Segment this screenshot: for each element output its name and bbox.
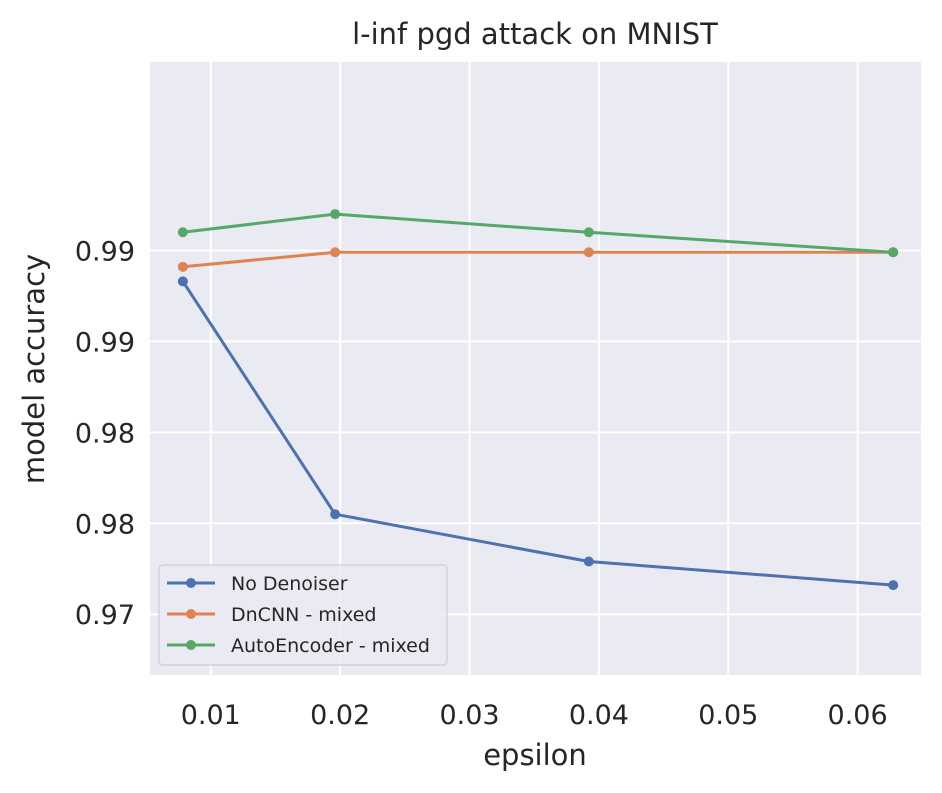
- chart-title: l-inf pgd attack on MNIST: [352, 17, 718, 51]
- legend-swatch-marker: [186, 640, 196, 650]
- legend-swatch-marker: [186, 609, 196, 619]
- data-point: [583, 247, 594, 258]
- y-tick-label: 0.97: [75, 600, 135, 631]
- y-tick-label: 0.98: [75, 509, 135, 540]
- legend-swatch-marker: [186, 578, 196, 588]
- data-point: [888, 580, 899, 591]
- data-point: [888, 247, 899, 258]
- series-line-2: [182, 212, 894, 254]
- data-point: [177, 261, 188, 272]
- y-tick-labels: 0.97 0.98 0.98 0.99 0.99: [75, 236, 135, 631]
- x-tick-label: 0.01: [181, 700, 241, 731]
- x-tick-label: 0.02: [310, 700, 370, 731]
- y-tick-label: 0.99: [75, 327, 135, 358]
- x-tick-label: 0.04: [569, 700, 629, 731]
- legend-label: No Denoiser: [231, 573, 348, 595]
- data-point: [330, 247, 341, 258]
- legend-label: DnCNN - mixed: [231, 604, 377, 626]
- grid: [150, 62, 921, 675]
- legend-box: [158, 564, 448, 666]
- x-tick-label: 0.03: [439, 700, 499, 731]
- series-line-1: [182, 250, 894, 269]
- x-tick-labels: 0.01 0.02 0.03 0.04 0.05 0.06: [181, 700, 888, 731]
- series-line-0: [181, 280, 894, 587]
- x-tick-label: 0.05: [698, 700, 758, 731]
- data-point: [330, 209, 341, 220]
- x-axis-label: epsilon: [483, 738, 587, 772]
- x-tick-label: 0.06: [828, 700, 888, 731]
- y-tick-label: 0.99: [75, 236, 135, 267]
- data-point: [583, 227, 594, 238]
- y-tick-label: 0.98: [75, 418, 135, 449]
- legend-label: AutoEncoder - mixed: [231, 635, 430, 657]
- data-point: [177, 227, 188, 238]
- data-point: [583, 556, 594, 567]
- series-markers: [177, 209, 899, 591]
- data-point: [330, 509, 341, 520]
- data-point: [177, 276, 188, 287]
- legend: No Denoiser DnCNN - mixed AutoEncoder - mi…: [158, 564, 448, 666]
- y-axis-label: model accuracy: [17, 254, 51, 484]
- series-lines: [181, 212, 894, 587]
